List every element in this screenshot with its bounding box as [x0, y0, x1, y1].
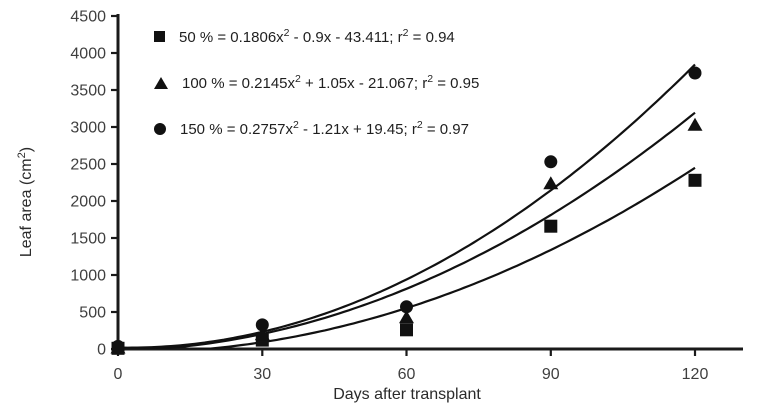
legend-item-100: 100 % = 0.2145x2 + 1.05x - 21.067; r2 = …: [154, 72, 479, 93]
data-point-square: [688, 173, 702, 187]
data-point-circle: [255, 318, 269, 332]
x-tick-label: 120: [682, 366, 709, 383]
data-point-triangle: [399, 310, 414, 324]
y-tick-label: 1500: [70, 231, 106, 248]
legend-label-150: 150 % = 0.2757x2 - 1.21x + 19.45; r2 = 0…: [180, 119, 469, 138]
data-point-circle: [400, 300, 413, 314]
data-point-square: [544, 219, 558, 233]
x-axis-title: Days after transplant: [333, 386, 481, 403]
y-tick-label: 0: [97, 342, 106, 359]
trendline-triangle: [134, 111, 696, 349]
y-axis-title: Leaf area (cm2): [15, 146, 36, 258]
x-tick-label: 30: [253, 366, 271, 383]
y-tick-label: 3000: [70, 120, 106, 137]
trendline-circle: [118, 63, 696, 349]
y-tick-label: 4500: [70, 9, 106, 26]
y-tick-label: 2000: [70, 194, 106, 211]
x-tick-label: 90: [542, 366, 560, 383]
data-point-triangle: [254, 327, 270, 341]
legend: 50 % = 0.1806x2 - 0.9x - 43.411; r2 = 0.…: [154, 26, 479, 164]
data-point-triangle: [543, 176, 559, 190]
circle-marker-icon: [154, 122, 166, 135]
y-tick-label: 2500: [70, 157, 106, 174]
x-tick-label: 60: [398, 366, 416, 383]
legend-label-100: 100 % = 0.2145x2 + 1.05x - 21.067; r2 = …: [182, 73, 480, 92]
data-point-circle: [688, 66, 702, 80]
triangle-marker-icon: [154, 76, 168, 89]
x-tick-label: 0: [114, 366, 123, 383]
y-tick-label: 4000: [70, 46, 106, 63]
legend-item-150: 150 % = 0.2757x2 - 1.21x + 19.45; r2 = 0…: [154, 118, 479, 139]
data-point-circle: [544, 155, 558, 169]
y-tick-label: 3500: [70, 83, 106, 100]
y-tick-label: 500: [79, 305, 106, 322]
square-marker-icon: [154, 31, 165, 42]
data-point-square: [400, 323, 413, 337]
data-point-circle: [111, 339, 125, 353]
legend-label-50: 50 % = 0.1806x2 - 0.9x - 43.411; r2 = 0.…: [179, 27, 455, 46]
legend-item-50: 50 % = 0.1806x2 - 0.9x - 43.411; r2 = 0.…: [154, 26, 479, 47]
y-tick-label: 1000: [70, 268, 106, 285]
data-point-triangle: [687, 117, 703, 131]
